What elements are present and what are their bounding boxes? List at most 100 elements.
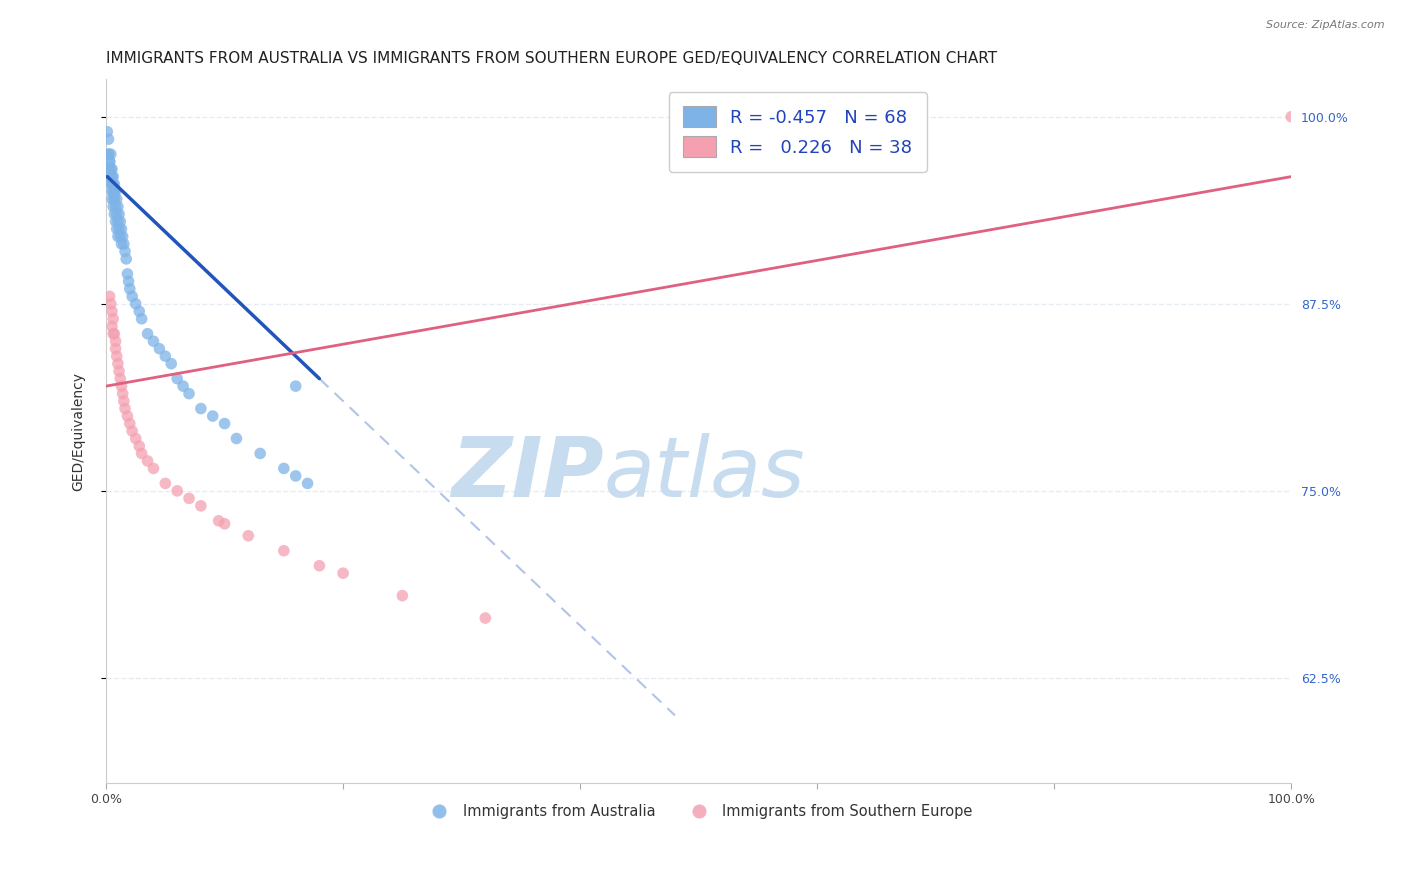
Point xyxy=(112,236,135,251)
Point xyxy=(125,297,148,311)
Point xyxy=(103,192,125,206)
Point xyxy=(96,125,118,139)
Point xyxy=(225,432,247,446)
Point xyxy=(110,222,132,236)
Point xyxy=(103,311,125,326)
Point xyxy=(98,154,121,169)
Point xyxy=(177,386,200,401)
Point xyxy=(136,454,159,468)
Point xyxy=(108,222,131,236)
Point xyxy=(125,432,148,446)
Point xyxy=(98,289,121,303)
Point xyxy=(190,401,212,416)
Point xyxy=(1279,110,1302,124)
Point xyxy=(142,334,165,349)
Point xyxy=(110,229,132,244)
Point xyxy=(97,147,120,161)
Point xyxy=(107,357,129,371)
Point xyxy=(118,417,141,431)
Point xyxy=(101,185,124,199)
Point xyxy=(103,185,125,199)
Point xyxy=(110,236,132,251)
Point xyxy=(201,409,224,423)
Point xyxy=(391,589,413,603)
Point xyxy=(108,364,131,378)
Point xyxy=(136,326,159,341)
Point xyxy=(332,566,354,581)
Point xyxy=(101,304,124,318)
Point xyxy=(190,499,212,513)
Point xyxy=(107,214,129,228)
Point xyxy=(98,154,121,169)
Point xyxy=(308,558,330,573)
Point xyxy=(131,446,153,460)
Point xyxy=(105,192,128,206)
Point xyxy=(105,222,128,236)
Point xyxy=(214,516,236,531)
Point xyxy=(110,371,132,385)
Point xyxy=(103,192,125,206)
Point xyxy=(101,192,124,206)
Point xyxy=(101,169,124,184)
Point xyxy=(238,529,260,543)
Point xyxy=(284,379,307,393)
Point xyxy=(128,304,150,318)
Point xyxy=(104,214,127,228)
Point xyxy=(118,282,141,296)
Point xyxy=(107,229,129,244)
Point xyxy=(177,491,200,506)
Point xyxy=(166,483,188,498)
Point xyxy=(101,319,124,334)
Point xyxy=(108,207,131,221)
Point xyxy=(273,543,295,558)
Point xyxy=(117,274,139,288)
Point xyxy=(104,334,127,349)
Point xyxy=(104,342,127,356)
Point xyxy=(103,326,125,341)
Point xyxy=(103,177,125,191)
Point xyxy=(103,177,125,191)
Point xyxy=(172,379,194,393)
Point xyxy=(103,207,125,221)
Point xyxy=(103,326,125,341)
Point xyxy=(111,386,134,401)
Y-axis label: GED/Equivalency: GED/Equivalency xyxy=(72,372,86,491)
Point xyxy=(117,409,139,423)
Point xyxy=(97,132,120,146)
Point xyxy=(103,185,125,199)
Point xyxy=(284,469,307,483)
Point xyxy=(474,611,496,625)
Point xyxy=(110,379,132,393)
Legend: Immigrants from Australia, Immigrants from Southern Europe: Immigrants from Australia, Immigrants fr… xyxy=(419,798,979,824)
Point xyxy=(110,214,132,228)
Point xyxy=(105,207,128,221)
Point xyxy=(214,417,236,431)
Point xyxy=(115,252,138,266)
Point xyxy=(117,267,139,281)
Point xyxy=(128,439,150,453)
Point xyxy=(155,476,177,491)
Point xyxy=(112,394,135,409)
Point xyxy=(98,162,121,177)
Point xyxy=(114,244,136,259)
Point xyxy=(100,162,122,177)
Point xyxy=(208,514,231,528)
Point xyxy=(107,200,129,214)
Point xyxy=(155,349,177,363)
Point xyxy=(103,200,125,214)
Point xyxy=(142,461,165,475)
Point xyxy=(160,357,183,371)
Point xyxy=(101,177,124,191)
Point xyxy=(131,311,153,326)
Text: ZIP: ZIP xyxy=(451,433,603,514)
Point xyxy=(121,424,143,438)
Point xyxy=(100,177,122,191)
Point xyxy=(100,147,122,161)
Point xyxy=(105,349,128,363)
Point xyxy=(104,200,127,214)
Point xyxy=(121,289,143,303)
Point xyxy=(114,401,136,416)
Point xyxy=(100,297,122,311)
Point xyxy=(273,461,295,475)
Point xyxy=(103,169,125,184)
